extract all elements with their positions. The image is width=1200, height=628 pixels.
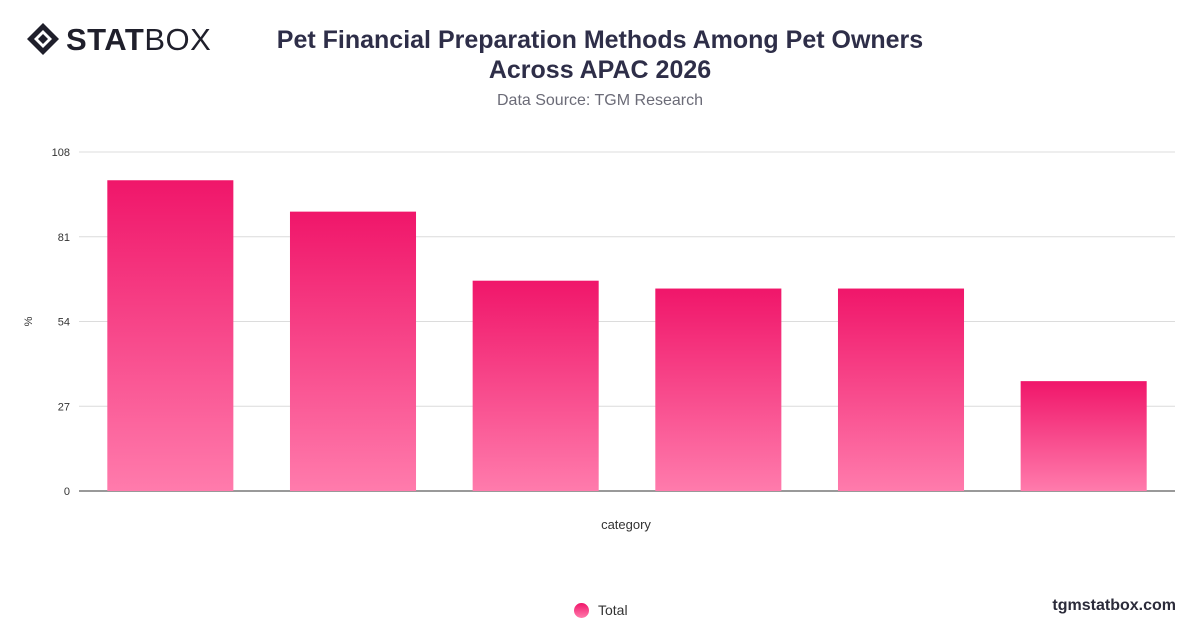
chart-title-line-1: Pet Financial Preparation Methods Among … <box>276 26 924 54</box>
grid-lines <box>79 151 1175 492</box>
legend-label: Total <box>598 602 628 618</box>
website-link[interactable]: tgmstatbox.com <box>1052 597 1176 614</box>
chart-subtitle: Data Source: TGM Research <box>496 92 703 109</box>
y-tick-label: 108 <box>52 147 70 159</box>
y-tick-label: 0 <box>64 486 70 498</box>
bar-4[interactable] <box>655 288 782 491</box>
y-tick-label: 27 <box>58 401 70 413</box>
x-axis-title: category <box>601 517 651 532</box>
bar-2[interactable] <box>289 211 417 491</box>
chart-title: Pet Financial Preparation Methods Among … <box>220 25 980 85</box>
axes: 0 27 54 81 108% category <box>23 147 651 532</box>
bar-1[interactable] <box>107 180 234 491</box>
y-axis-title: % <box>23 316 35 326</box>
logo-light-text: BOX <box>144 21 212 57</box>
chart-title-line-2: Across APAC 2026 <box>488 56 712 84</box>
bar-5[interactable] <box>837 288 965 491</box>
legend-swatch-icon <box>574 602 589 618</box>
chart-legend[interactable]: Total <box>574 602 628 618</box>
statbox-wordmark: STATBOX <box>66 24 211 55</box>
y-tick-label: 54 <box>58 317 70 329</box>
statbox-logo-icon <box>26 22 60 56</box>
bar-series <box>107 180 1147 491</box>
bar-6[interactable] <box>1020 381 1147 491</box>
statbox-logo: STATBOX <box>26 22 211 56</box>
y-tick-label: 81 <box>58 232 70 244</box>
bar-3[interactable] <box>472 280 599 491</box>
logo-bold-text: STAT <box>66 21 145 57</box>
